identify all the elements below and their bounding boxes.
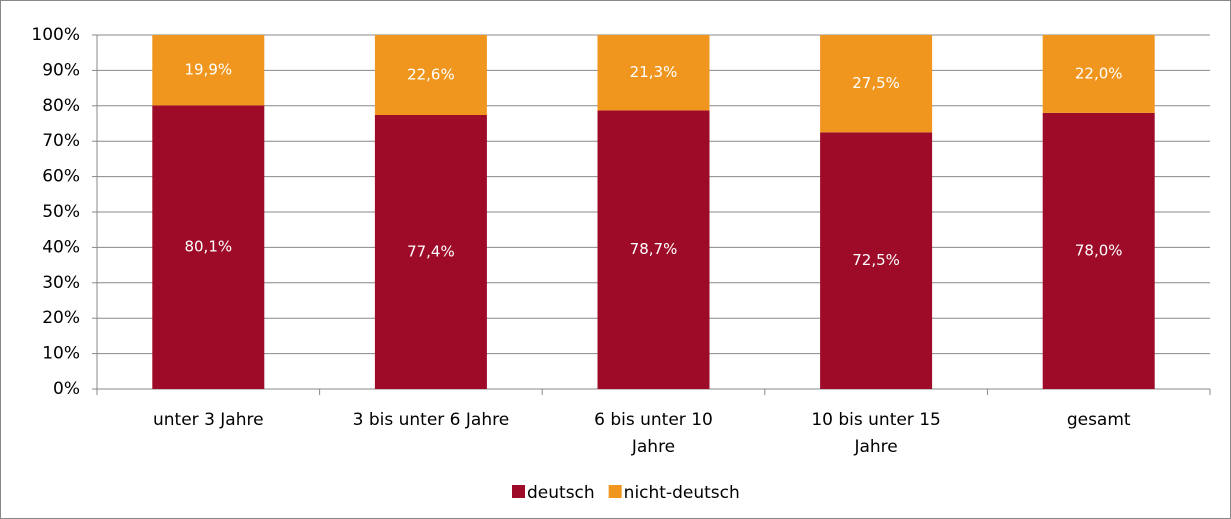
bar-segment bbox=[820, 132, 933, 389]
y-tick-label: 100% bbox=[31, 25, 80, 45]
bar-segment bbox=[152, 105, 265, 390]
value-label: 80,1% bbox=[184, 238, 232, 256]
x-tick-label: 3 bis unter 6 Jahre bbox=[353, 410, 510, 430]
bar-segment bbox=[1042, 112, 1155, 389]
value-label: 22,6% bbox=[407, 66, 455, 84]
bar-segment bbox=[820, 35, 933, 133]
y-tick-label: 30% bbox=[42, 273, 80, 293]
legend-swatch bbox=[608, 485, 622, 498]
value-label: 72,5% bbox=[852, 251, 900, 269]
y-tick-label: 80% bbox=[42, 96, 80, 116]
value-label: 21,3% bbox=[630, 63, 678, 81]
x-tick-label: unter 3 Jahre bbox=[153, 410, 264, 430]
y-tick-label: 60% bbox=[42, 167, 80, 187]
y-tick-label: 70% bbox=[42, 131, 80, 151]
y-tick-label: 90% bbox=[42, 60, 80, 80]
x-tick-label: gesamt bbox=[1067, 410, 1131, 430]
legend-label: nicht-deutsch bbox=[624, 483, 740, 503]
bar-segment bbox=[597, 110, 710, 389]
value-label: 22,0% bbox=[1075, 64, 1123, 82]
bar-segment bbox=[1042, 35, 1155, 113]
bar-segment bbox=[374, 115, 487, 389]
bar-segment bbox=[374, 35, 487, 116]
y-tick-label: 20% bbox=[42, 308, 80, 328]
legend-label: deutsch bbox=[527, 483, 595, 503]
x-tick-label: 10 bis unter 15 Jahre bbox=[811, 410, 941, 457]
y-tick-label: 40% bbox=[42, 237, 80, 257]
legend-swatch bbox=[512, 485, 525, 498]
y-tick-label: 0% bbox=[53, 379, 80, 399]
value-label: 77,4% bbox=[407, 243, 455, 261]
y-tick-label: 50% bbox=[42, 202, 80, 222]
y-tick-label: 10% bbox=[42, 344, 80, 364]
bar-segment bbox=[597, 35, 710, 111]
value-label: 78,0% bbox=[1075, 241, 1123, 259]
x-tick-label: 6 bis unter 10 Jahre bbox=[594, 410, 713, 457]
value-label: 19,9% bbox=[184, 61, 232, 79]
bar-segment bbox=[152, 35, 265, 106]
value-label: 27,5% bbox=[852, 74, 900, 92]
value-label: 78,7% bbox=[630, 240, 678, 258]
